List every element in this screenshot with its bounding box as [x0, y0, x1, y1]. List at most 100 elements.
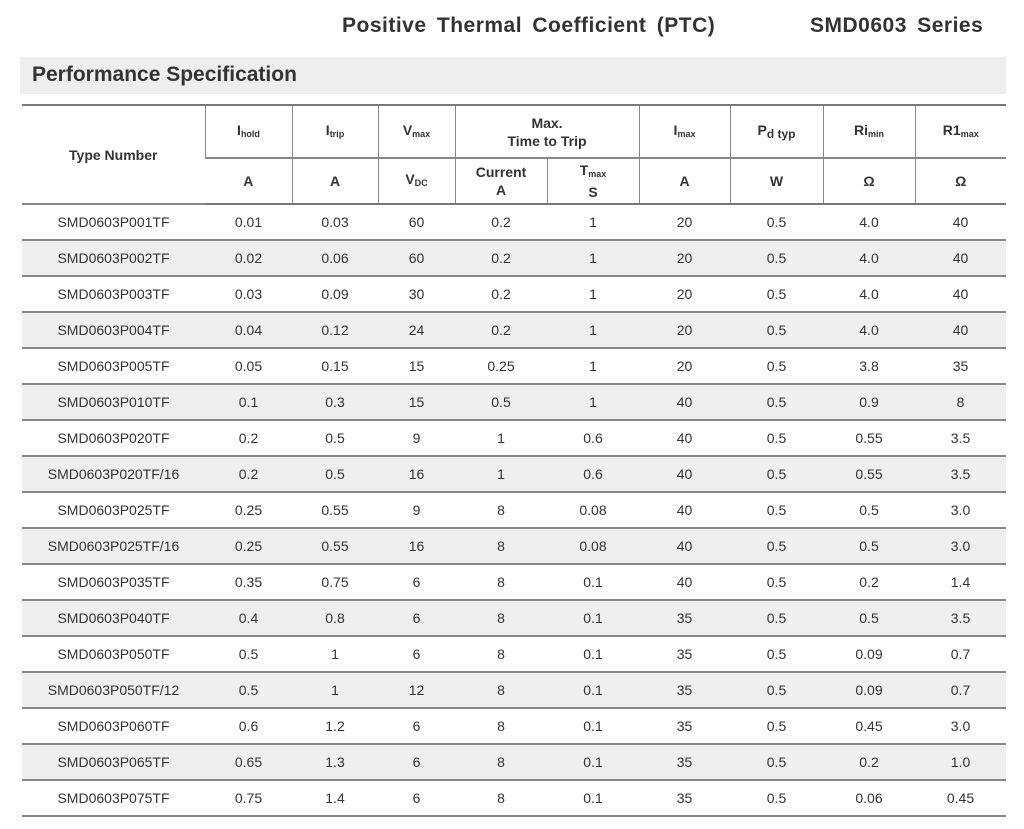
value-cell: 8: [455, 708, 547, 745]
value-cell: 0.5: [455, 384, 547, 421]
value-cell: 0.4: [205, 600, 292, 637]
value-cell: 0.5: [205, 636, 292, 673]
value-cell: 35: [639, 600, 730, 637]
value-cell: 8: [455, 636, 547, 673]
header-imax: Imax: [638, 104, 730, 159]
value-cell: 0.65: [205, 744, 292, 781]
value-cell: 1: [547, 348, 639, 385]
value-cell: 6: [378, 744, 455, 781]
value-cell: 0.1: [547, 744, 639, 781]
value-cell: 0.05: [205, 348, 292, 385]
value-cell: 0.1: [547, 636, 639, 673]
value-cell: 40: [639, 492, 730, 529]
value-cell: 40: [639, 384, 730, 421]
value-cell: 0.09: [292, 276, 378, 313]
value-cell: 40: [915, 312, 1006, 349]
value-cell: 1: [455, 456, 547, 493]
table-row: SMD0603P065TF 0.65 1.3 6 8 0.1 35 0.5 0.2 1.0: [22, 744, 1006, 781]
value-cell: 0.35: [205, 564, 292, 601]
type-number-cell: SMD0603P025TF: [22, 492, 205, 529]
value-cell: 4.0: [823, 240, 915, 277]
value-cell: 0.75: [292, 564, 378, 601]
value-cell: 0.25: [205, 528, 292, 565]
type-number-cell: SMD0603P040TF: [22, 600, 205, 637]
type-number-cell: SMD0603P004TF: [22, 312, 205, 349]
value-cell: 0.1: [547, 600, 639, 637]
value-cell: 0.8: [292, 600, 378, 637]
value-cell: 0.5: [292, 456, 378, 493]
value-cell: 40: [915, 276, 1006, 313]
value-cell: 0.5: [730, 312, 823, 349]
header-time-to-trip: Max. Time to Trip: [454, 104, 639, 159]
value-cell: 0.5: [823, 600, 915, 637]
value-cell: 8: [455, 528, 547, 565]
value-cell: 6: [378, 600, 455, 637]
table-row: SMD0603P060TF 0.6 1.2 6 8 0.1 35 0.5 0.45 3.0: [22, 708, 1006, 745]
header-rimin: Rimin: [822, 104, 915, 159]
value-cell: 0.06: [292, 240, 378, 277]
value-cell: 3.0: [915, 528, 1006, 565]
unit-itrip: A: [291, 158, 378, 205]
table-row: SMD0603P005TF 0.05 0.15 15 0.25 1 20 0.5 3.8 35: [22, 348, 1006, 385]
value-cell: 0.5: [730, 744, 823, 781]
value-cell: 0.04: [205, 312, 292, 349]
value-cell: 60: [378, 204, 455, 241]
value-cell: 40: [915, 204, 1006, 241]
header-itrip: Itrip: [291, 104, 378, 159]
header-vmax: Vmax: [377, 104, 455, 159]
value-cell: 0.5: [730, 564, 823, 601]
type-number-cell: SMD0603P075TF: [22, 780, 205, 817]
value-cell: 0.5: [730, 636, 823, 673]
table-row: SMD0603P050TF 0.5 1 6 8 0.1 35 0.5 0.09 0.7: [22, 636, 1006, 673]
value-cell: 8: [915, 384, 1006, 421]
type-number-cell: SMD0603P050TF: [22, 636, 205, 673]
table-row: SMD0603P020TF 0.2 0.5 9 1 0.6 40 0.5 0.55 3.5: [22, 420, 1006, 457]
value-cell: 40: [639, 564, 730, 601]
unit-ihold: A: [205, 158, 292, 205]
type-number-cell: SMD0603P065TF: [22, 744, 205, 781]
value-cell: 9: [378, 492, 455, 529]
value-cell: 1.2: [292, 708, 378, 745]
value-cell: 3.5: [915, 456, 1006, 493]
value-cell: 3.0: [915, 708, 1006, 745]
value-cell: 8: [455, 744, 547, 781]
value-cell: 6: [378, 564, 455, 601]
type-number-cell: SMD0603P002TF: [22, 240, 205, 277]
section-title: Performance Specification: [32, 63, 297, 86]
type-number-cell: SMD0603P005TF: [22, 348, 205, 385]
value-cell: 0.09: [823, 672, 915, 709]
value-cell: 0.1: [547, 780, 639, 817]
value-cell: 0.5: [730, 384, 823, 421]
value-cell: 0.5: [292, 420, 378, 457]
value-cell: 40: [915, 240, 1006, 277]
value-cell: 1: [292, 672, 378, 709]
header-type-number: Type Number: [22, 104, 205, 205]
unit-r1max: Ω: [914, 158, 1006, 205]
unit-rimin: Ω: [822, 158, 915, 205]
spec-table: Type Number Ihold Itrip Vmax Max. Time to…: [22, 104, 1006, 817]
value-cell: 0.55: [292, 528, 378, 565]
value-cell: 0.5: [823, 492, 915, 529]
value-cell: 6: [378, 636, 455, 673]
value-cell: 0.9: [823, 384, 915, 421]
value-cell: 3.0: [915, 492, 1006, 529]
value-cell: 40: [639, 420, 730, 457]
value-cell: 0.12: [292, 312, 378, 349]
value-cell: 16: [378, 456, 455, 493]
value-cell: 0.5: [730, 420, 823, 457]
value-cell: 0.2: [205, 456, 292, 493]
value-cell: 30: [378, 276, 455, 313]
type-number-cell: SMD0603P003TF: [22, 276, 205, 313]
value-cell: 9: [378, 420, 455, 457]
value-cell: 0.08: [547, 528, 639, 565]
table-row: SMD0603P003TF 0.03 0.09 30 0.2 1 20 0.5 4.0 40: [22, 276, 1006, 313]
unit-pd: W: [729, 158, 823, 205]
series-name: SMD0603 Series: [810, 14, 984, 37]
value-cell: 0.6: [205, 708, 292, 745]
value-cell: 35: [915, 348, 1006, 385]
value-cell: 8: [455, 564, 547, 601]
value-cell: 60: [378, 240, 455, 277]
table-row: SMD0603P002TF 0.02 0.06 60 0.2 1 20 0.5 4.0 40: [22, 240, 1006, 277]
value-cell: 0.06: [823, 780, 915, 817]
type-number-cell: SMD0603P035TF: [22, 564, 205, 601]
